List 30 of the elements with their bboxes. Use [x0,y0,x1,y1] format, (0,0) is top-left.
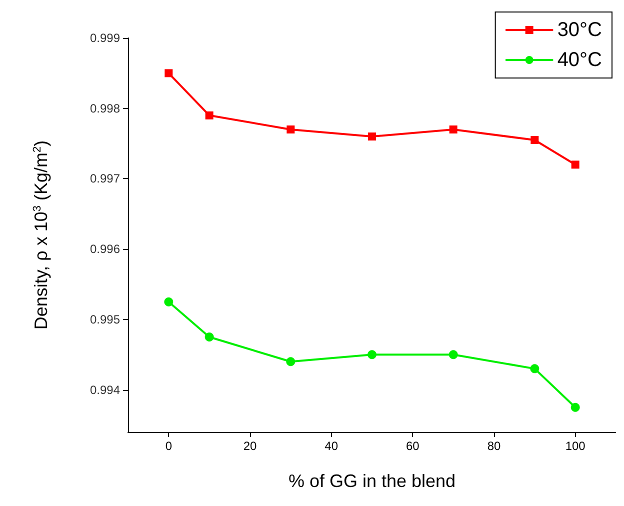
y-axis-title: Density, ρ x 103 (Kg/m2) [31,140,51,330]
point [286,357,296,366]
point [570,402,580,412]
point [368,350,376,360]
x-tick-label: 80 [487,439,501,453]
legend-label: 40°C [557,49,602,71]
point [448,350,458,360]
point [368,132,376,140]
point [205,111,214,120]
point [449,125,458,134]
point [164,69,173,78]
point [530,136,539,144]
x-tick-label: 20 [243,439,257,453]
y-tick-label: 0.999 [90,31,120,45]
point [530,364,540,374]
x-tick-label: 100 [565,439,586,453]
x-tick-label: 40 [324,439,338,453]
point [164,297,174,306]
y-tick-label: 0.994 [90,382,120,397]
point [204,332,214,342]
x-tick-label: 60 [406,439,420,453]
y-tick-label: 0.996 [90,242,120,256]
x-axis-title: % of GG in the blend [288,471,456,491]
point [286,125,295,134]
y-tick-label: 0.995 [90,312,120,326]
x-tick-label: 0 [165,439,172,453]
y-tick-label: 0.997 [90,172,120,186]
y-tick-label: 0.998 [90,101,120,116]
legend-label: 30°C [557,19,602,41]
point [571,160,580,169]
